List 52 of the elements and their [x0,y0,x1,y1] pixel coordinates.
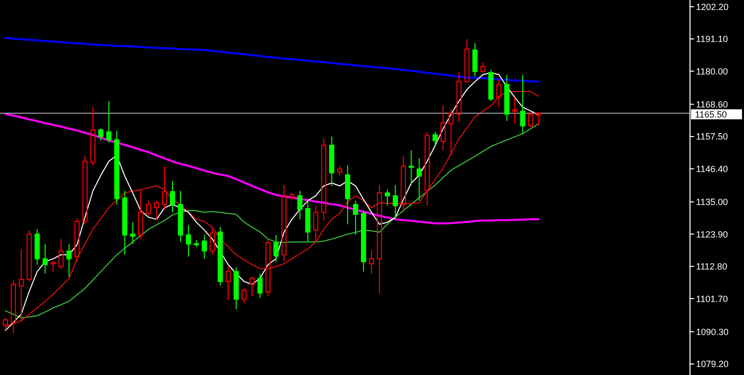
candlestick [392,184,398,220]
candlestick [186,224,192,258]
candlestick [400,156,406,213]
candlestick [42,243,48,274]
candlestick [170,180,176,213]
candlestick [66,243,72,278]
candlestick [18,248,24,322]
candlestick [520,74,526,134]
y-tick-label: 1202.20 [696,2,729,12]
candlestick [122,190,128,256]
ref-line-label: 1165.50 [695,109,727,120]
y-tick-label: 1112.80 [696,262,728,272]
candlestick [456,72,462,122]
candlestick [440,104,446,151]
line-series [4,37,540,83]
line-series [4,123,540,318]
y-tick-label: 1180.00 [696,66,728,76]
candlestick [448,108,454,156]
candlestick [416,158,422,202]
candlestick [472,42,478,77]
candlestick [114,130,120,205]
candlestick [226,266,231,301]
y-tick-label: 1079.20 [696,359,729,370]
candlestick [202,234,207,260]
candlestick [408,150,414,186]
candlestick [130,222,136,244]
y-tick-label: 1101.70 [696,294,728,304]
candlestick [178,190,184,242]
y-tick-label: 1123.90 [696,229,728,240]
candlestick [305,199,310,242]
candlestick [496,79,502,108]
candlestick [313,205,318,242]
y-tick-label: 1090.30 [696,326,729,337]
line-series [4,112,540,224]
candlestick [512,96,518,124]
candlestick [345,164,350,225]
candlestick [162,166,168,210]
y-tick-label: 1135.00 [696,197,728,208]
candlestick [504,74,510,122]
candlestick [297,190,302,220]
candlestick [257,273,263,299]
candlestick [384,189,390,206]
candlestick [329,136,334,186]
y-tick-label: 1146.40 [696,164,728,174]
y-tick-label: 1157.50 [696,132,728,142]
candlestick [10,278,16,334]
candlestick [368,249,374,274]
candlestick [281,184,287,262]
candlestick [352,200,358,236]
y-tick-label: 1191.10 [696,34,728,44]
candlestick [376,184,382,294]
y-tick-label: 1168.60 [696,99,728,110]
